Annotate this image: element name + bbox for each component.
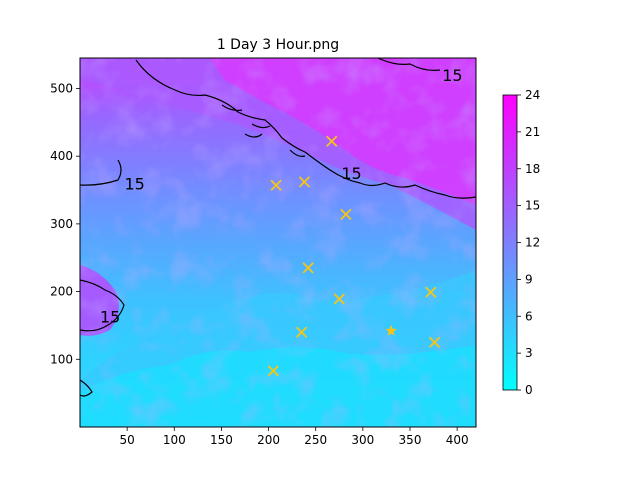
plot-area: 15 15 15 15 xyxy=(80,58,476,427)
x-tick-label: 100 xyxy=(163,433,186,447)
colorbar-ticks: 0 3 6 9 12 15 18 21 24 xyxy=(517,88,540,397)
x-tick-label: 350 xyxy=(399,433,422,447)
colorbar-tick-label: 12 xyxy=(525,236,540,250)
contour-label: 15 xyxy=(341,164,361,183)
y-tick-label: 100 xyxy=(50,352,73,366)
x-marker xyxy=(428,336,441,349)
colorbar-tick-label: 15 xyxy=(525,199,540,213)
y-tick-label: 500 xyxy=(50,81,73,95)
colorbar-tick-label: 24 xyxy=(525,88,540,102)
y-tick-label: 200 xyxy=(50,285,73,299)
y-tick-label: 400 xyxy=(50,149,73,163)
contour-line-15-west xyxy=(80,159,122,186)
x-tick-label: 50 xyxy=(120,433,135,447)
markers xyxy=(267,135,441,377)
colorbar-tick-label: 21 xyxy=(525,125,540,139)
y-tick-label: 300 xyxy=(50,217,73,231)
x-marker xyxy=(340,208,352,221)
contour-label: 15 xyxy=(100,308,120,327)
chart-title: 1 Day 3 Hour.png xyxy=(217,37,339,53)
x-axis: 50 100 150 200 250 300 350 400 xyxy=(120,427,469,447)
x-tick-label: 150 xyxy=(210,433,233,447)
contour-line-15-north xyxy=(135,59,476,199)
x-marker xyxy=(326,135,338,147)
contour-lines xyxy=(80,58,476,397)
x-marker xyxy=(270,179,282,191)
plot-frame xyxy=(79,57,477,428)
x-tick-label: 400 xyxy=(446,433,469,447)
x-marker xyxy=(425,286,437,298)
x-marker xyxy=(295,326,308,338)
field-texture xyxy=(80,58,476,427)
contour-line-15-north-islands xyxy=(221,104,306,157)
x-marker xyxy=(267,365,279,377)
colorbar-tick-label: 6 xyxy=(525,309,533,323)
star-marker xyxy=(385,324,397,336)
x-tick-label: 250 xyxy=(304,433,327,447)
x-tick-label: 200 xyxy=(257,433,280,447)
contour-line-15-southwest xyxy=(80,279,125,332)
x-marker xyxy=(333,293,345,305)
colorbar-tick-label: 0 xyxy=(525,383,533,397)
y-axis: 100 200 300 400 500 xyxy=(50,81,80,366)
x-marker xyxy=(298,176,311,188)
x-tick-label: 300 xyxy=(351,433,374,447)
colorbar-gradient xyxy=(503,95,517,390)
colorbar-tick-label: 9 xyxy=(525,272,533,286)
contour-labels: 15 15 15 15 xyxy=(100,66,463,327)
colorbar: 0 3 6 9 12 15 18 21 24 xyxy=(502,88,540,397)
contour-line-15-far-southwest xyxy=(80,379,93,397)
contour-label: 15 xyxy=(125,174,145,193)
colorbar-tick-label: 18 xyxy=(525,162,540,176)
contour-label: 15 xyxy=(442,66,462,85)
x-marker xyxy=(302,262,314,274)
contour-line-15-northeast xyxy=(377,58,441,71)
colorbar-tick-label: 3 xyxy=(525,346,533,360)
